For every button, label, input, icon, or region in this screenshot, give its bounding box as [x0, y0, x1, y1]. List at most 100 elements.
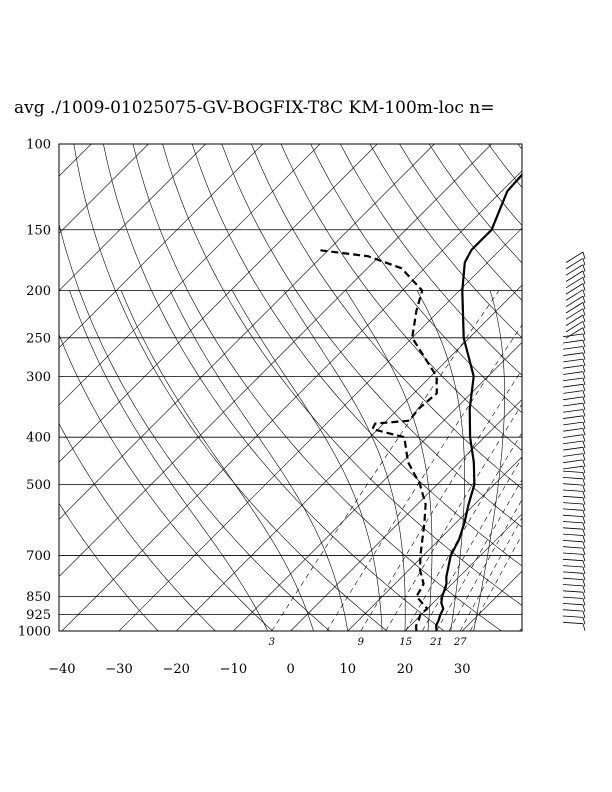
wind-barb: [563, 365, 584, 369]
wind-barb-flag: [582, 598, 586, 606]
wind-barb-flag: [582, 472, 586, 480]
wind-barb-flag: [582, 258, 586, 266]
wind-barb: [563, 489, 584, 492]
moist-adiabat: [345, 290, 433, 631]
dry-adiabat: [280, 144, 522, 451]
wind-barb-flag: [582, 340, 586, 348]
isotherm: [59, 144, 378, 463]
wind-barb: [563, 434, 584, 438]
pressure-tick-label: 1000: [18, 625, 51, 640]
wind-barb-flag: [582, 579, 586, 587]
moist-adiabat: [473, 290, 505, 631]
wind-barb: [565, 289, 584, 301]
wind-barb-flag: [582, 478, 586, 486]
wind-barb: [563, 596, 584, 599]
temperature-tick-label: 10: [340, 662, 357, 677]
pressure-tick-label: 300: [26, 370, 51, 385]
isotherm: [59, 144, 321, 406]
sounding-profiles: [316, 173, 522, 631]
wind-barb-flag: [582, 440, 586, 449]
mixing-ratio-line: [385, 403, 522, 631]
pressure-tick-label: 150: [26, 223, 51, 238]
dry-adiabat: [132, 144, 502, 631]
wind-barb-flag: [582, 497, 586, 505]
mixing-ratio-labels: 3 9 15 21 27: [269, 637, 468, 648]
isotherm: [59, 144, 492, 578]
wind-barb: [563, 333, 584, 338]
wind-barb-flag: [582, 308, 586, 316]
moist-adiabat: [120, 290, 314, 631]
dry-adiabat: [59, 422, 216, 631]
dry-adiabat: [310, 144, 522, 414]
wind-barb: [563, 577, 584, 580]
dry-adiabat: [340, 144, 522, 376]
temperature-axis: −40 −30 −20 −10 0 10 20 30: [48, 662, 470, 677]
wind-barb: [563, 470, 584, 473]
wind-barb: [563, 371, 584, 375]
wind-barb-flag: [582, 264, 586, 272]
wind-barb: [563, 615, 584, 618]
dry-adiabat: [59, 502, 159, 631]
wind-barb-flag: [582, 434, 586, 442]
wind-barb: [565, 283, 584, 295]
wind-barb-flag: [582, 333, 586, 342]
wind-barb: [563, 396, 584, 401]
wind-barb: [563, 402, 584, 407]
wind-barb-flag: [582, 547, 586, 556]
moist-adiabat: [416, 290, 465, 631]
wind-barb: [563, 377, 584, 382]
wind-barb-flag: [582, 346, 586, 354]
wind-barb: [563, 390, 584, 394]
wind-barb-flag: [582, 277, 586, 285]
wind-barb-flag: [582, 314, 586, 323]
wind-barb: [563, 421, 584, 426]
temperature-tick-label: −10: [220, 662, 247, 677]
wind-barb: [563, 465, 584, 470]
wind-barb: [563, 565, 584, 568]
wind-barb: [565, 264, 584, 276]
pressure-axis: 100 150 200 250 300 400 500 700 850 925 1000: [18, 138, 51, 640]
mixing-ratio-line: [436, 479, 522, 631]
wind-barb-flag: [582, 529, 586, 537]
wind-barb-flag: [582, 510, 586, 518]
wind-barb-flag: [582, 384, 586, 392]
wind-barb: [563, 540, 584, 543]
temperature-tick-label: −40: [48, 662, 75, 677]
wind-barb: [563, 533, 584, 536]
isotherm: [118, 227, 522, 631]
wind-barb: [563, 571, 584, 574]
dry-adiabat: [162, 144, 522, 606]
wind-barb: [563, 558, 584, 562]
wind-barb-flag: [582, 295, 586, 304]
wind-barb: [563, 527, 584, 530]
wind-barb: [563, 339, 584, 344]
wind-barb: [563, 483, 584, 486]
temperature-tick-label: 20: [397, 662, 414, 677]
dry-adiabat: [428, 144, 522, 264]
wind-barb-flag: [582, 592, 586, 600]
dry-adiabat: [221, 144, 522, 528]
mixing-ratio-label: 3: [269, 637, 275, 648]
wind-barb: [563, 428, 584, 432]
wind-barb: [565, 314, 584, 326]
isotherm: [59, 144, 206, 292]
wind-barb-flag: [582, 352, 586, 360]
wind-barb: [563, 502, 584, 505]
wind-barb: [563, 477, 584, 480]
wind-barb-flag: [582, 409, 586, 417]
dry-adiabat: [59, 333, 273, 631]
mixing-ratio-label: 15: [399, 637, 412, 648]
wind-barb-flag: [582, 453, 586, 461]
wind-barb-flag: [582, 415, 586, 423]
wind-barb: [563, 358, 584, 363]
wind-barb-flag: [582, 327, 586, 335]
dry-adiabat: [369, 144, 522, 339]
wind-barb-flag: [582, 428, 586, 436]
wind-barb: [563, 546, 584, 549]
wind-barb-flag: [582, 421, 586, 430]
dry-adiabat: [59, 222, 330, 631]
isotherm: [233, 341, 522, 631]
wind-barb-flag: [582, 302, 586, 310]
dry-adiabat: [488, 144, 522, 188]
